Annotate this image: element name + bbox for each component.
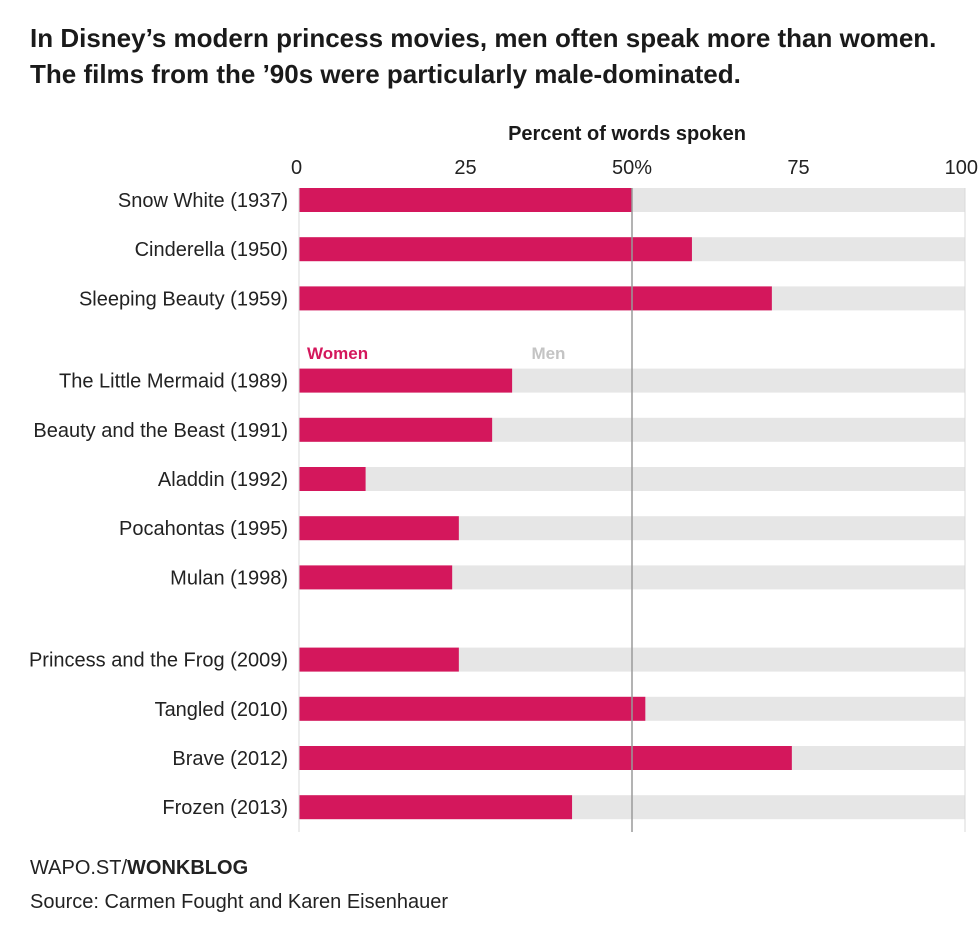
- category-label-3: The Little Mermaid (1989): [59, 371, 288, 393]
- category-label-1: Cinderella (1950): [135, 239, 288, 261]
- women-bar-11: [299, 795, 573, 820]
- category-label-10: Brave (2012): [172, 748, 288, 770]
- x-tick-label-75: 75: [787, 157, 809, 179]
- women-bar-1: [299, 237, 692, 262]
- category-label-4: Beauty and the Beast (1991): [33, 420, 288, 442]
- x-tick-label-0: 0: [291, 157, 302, 179]
- source-note: Source: Carmen Fought and Karen Eisenhau…: [30, 891, 449, 913]
- women-bar-10: [299, 746, 792, 770]
- women-bar-2: [299, 286, 772, 311]
- credit-line: WAPO.ST/WONKBLOG: [30, 857, 248, 880]
- women-bar-8: [299, 647, 459, 672]
- category-label-9: Tangled (2010): [155, 699, 288, 721]
- legend-women: Women: [307, 344, 368, 363]
- category-label-5: Aladdin (1992): [158, 469, 288, 491]
- women-bar-6: [299, 516, 459, 541]
- women-bar-7: [299, 565, 453, 590]
- women-bar-4: [299, 417, 493, 442]
- category-label-8: Princess and the Frog (2009): [29, 650, 288, 672]
- category-label-11: Frozen (2013): [162, 797, 288, 819]
- x-tick-label-50: 50%: [612, 157, 652, 179]
- legend-men: Men: [531, 344, 565, 363]
- x-tick-label-100: 100: [945, 157, 978, 179]
- category-label-7: Mulan (1998): [170, 567, 288, 589]
- women-bar-9: [299, 696, 646, 721]
- category-label-0: Snow White (1937): [118, 190, 288, 212]
- category-label-6: Pocahontas (1995): [119, 518, 288, 540]
- women-bar-5: [299, 467, 366, 491]
- credit-bold: WONKBLOG: [127, 857, 249, 879]
- chart-title: In Disney’s modern princess movies, men …: [30, 23, 937, 89]
- women-bar-0: [299, 188, 632, 212]
- women-bar-3: [299, 368, 513, 393]
- category-label-2: Sleeping Beauty (1959): [79, 288, 288, 310]
- x-tick-label-25: 25: [454, 157, 476, 179]
- x-axis-title: Percent of words spoken: [508, 123, 746, 145]
- credit-prefix: WAPO.ST/: [30, 857, 128, 879]
